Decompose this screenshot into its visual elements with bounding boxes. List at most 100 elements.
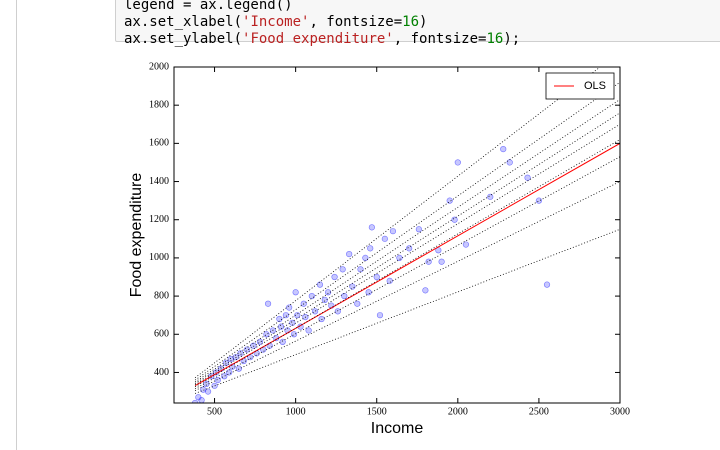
y-tick-label: 1400 (149, 176, 169, 187)
code-line: legend = ax.legend() (124, 0, 720, 14)
scatter-point (446, 197, 453, 204)
y-tick-label: 1200 (149, 214, 169, 225)
y-tick-label: 800 (154, 290, 169, 301)
scatter-point (316, 281, 324, 288)
code-token: ax.set_xlabel( (124, 14, 243, 30)
scatter-point (292, 289, 299, 296)
scatter-point (487, 193, 494, 200)
scatter-point (250, 342, 257, 349)
y-axis-label: Food expenditure (128, 173, 145, 298)
scatter-point (341, 292, 348, 300)
scatter-point (535, 197, 543, 204)
scatter-point (311, 308, 319, 315)
scatter-point (221, 373, 228, 380)
code-token: , fontsize= (393, 31, 487, 47)
y-tick-label: 2000 (149, 61, 169, 72)
scatter-point (203, 380, 210, 388)
quantile-line (194, 67, 601, 379)
scatter-point (211, 382, 218, 389)
quantile-line (194, 228, 620, 394)
scatter-point (365, 289, 372, 296)
scatter-point (331, 273, 338, 281)
scatter-point (222, 359, 229, 367)
scatter-point (376, 312, 384, 319)
scatter-point (318, 315, 325, 323)
y-tick-label: 600 (154, 329, 169, 340)
scatter-point (324, 289, 332, 296)
code-token: 16 (486, 31, 504, 47)
quantile-line (194, 81, 620, 381)
code-line: ax.set_ylabel('Food expenditure', fontsi… (124, 31, 720, 48)
scatter-point (334, 308, 341, 315)
quantile-line (194, 99, 620, 383)
scatter-point (346, 250, 353, 258)
code-token: 'Income' (242, 14, 310, 30)
y-tick-label: 1800 (149, 99, 169, 110)
scatter-point (294, 312, 301, 319)
scatter-point (506, 159, 513, 166)
scatter-point (422, 287, 429, 294)
scatter-point (524, 174, 531, 181)
scatter-point (381, 235, 388, 242)
plot-frame (173, 66, 621, 404)
scatter-point (438, 258, 445, 265)
code-token: 'Food expenditure' (242, 31, 394, 47)
scatter-point (321, 296, 328, 304)
scatter-point (191, 399, 199, 403)
scatter-point (396, 254, 403, 262)
scatter-point (276, 315, 283, 323)
scatter-point (264, 300, 272, 307)
scatter-point (290, 331, 298, 338)
scatter-point (354, 300, 361, 307)
scatter-point (214, 376, 221, 384)
y-tick-label: 1600 (149, 138, 169, 149)
quantile-line (194, 123, 620, 386)
y-tick-label: 1000 (149, 252, 169, 263)
scatter-point (451, 216, 458, 223)
scatter-point (425, 258, 432, 265)
scatter-point (339, 266, 346, 273)
scatter-point (204, 388, 212, 395)
code-token: , fontsize= (309, 14, 403, 30)
scatter-point (289, 319, 296, 326)
scatter-point (406, 245, 413, 252)
quantile-line (194, 139, 620, 388)
notebook-rail (16, 0, 17, 450)
code-token: ax.set_ylabel( (124, 31, 243, 47)
scatter-point (500, 145, 507, 153)
scatter-point (263, 331, 270, 338)
y-tick-label: 400 (154, 367, 169, 378)
x-axis-label: Income (371, 420, 424, 437)
scatter-point (386, 277, 393, 284)
code-token: ); (503, 31, 521, 47)
scatter-point (308, 292, 315, 300)
scatter-point (543, 281, 551, 288)
ols-line (194, 142, 620, 387)
scatter-point (454, 159, 461, 166)
scatter-point (305, 327, 312, 334)
scatter-point (367, 245, 374, 252)
scatter-point (389, 228, 397, 235)
scatter-point (368, 224, 375, 231)
code-token: ) (419, 14, 428, 30)
x-tick-label: 3000 (610, 406, 630, 417)
code-line: ax.set_xlabel('Income', fontsize=16) (124, 14, 720, 31)
scatter-point (349, 283, 356, 290)
code-cell[interactable]: legend = ax.legend() ax.set_xlabel('Incom… (115, 0, 720, 47)
code-token: 16 (402, 14, 420, 30)
x-tick-label: 1500 (367, 406, 387, 417)
x-tick-label: 2000 (448, 406, 468, 417)
scatter-point (357, 266, 364, 273)
scatter-point (362, 254, 369, 262)
scatter-point (415, 226, 422, 233)
code-token: legend = ax.legend() (124, 0, 293, 13)
legend-label: OLS (584, 80, 606, 92)
x-tick-label: 2500 (529, 406, 549, 417)
scatter-point (226, 369, 233, 376)
x-tick-label: 1000 (286, 406, 306, 417)
scatter-point (198, 397, 205, 403)
quantile-line (194, 181, 620, 391)
scatter-point (286, 304, 293, 311)
scatter-point (282, 312, 290, 319)
